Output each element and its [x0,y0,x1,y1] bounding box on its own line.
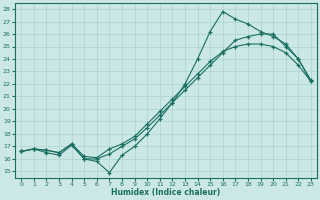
X-axis label: Humidex (Indice chaleur): Humidex (Indice chaleur) [111,188,221,197]
